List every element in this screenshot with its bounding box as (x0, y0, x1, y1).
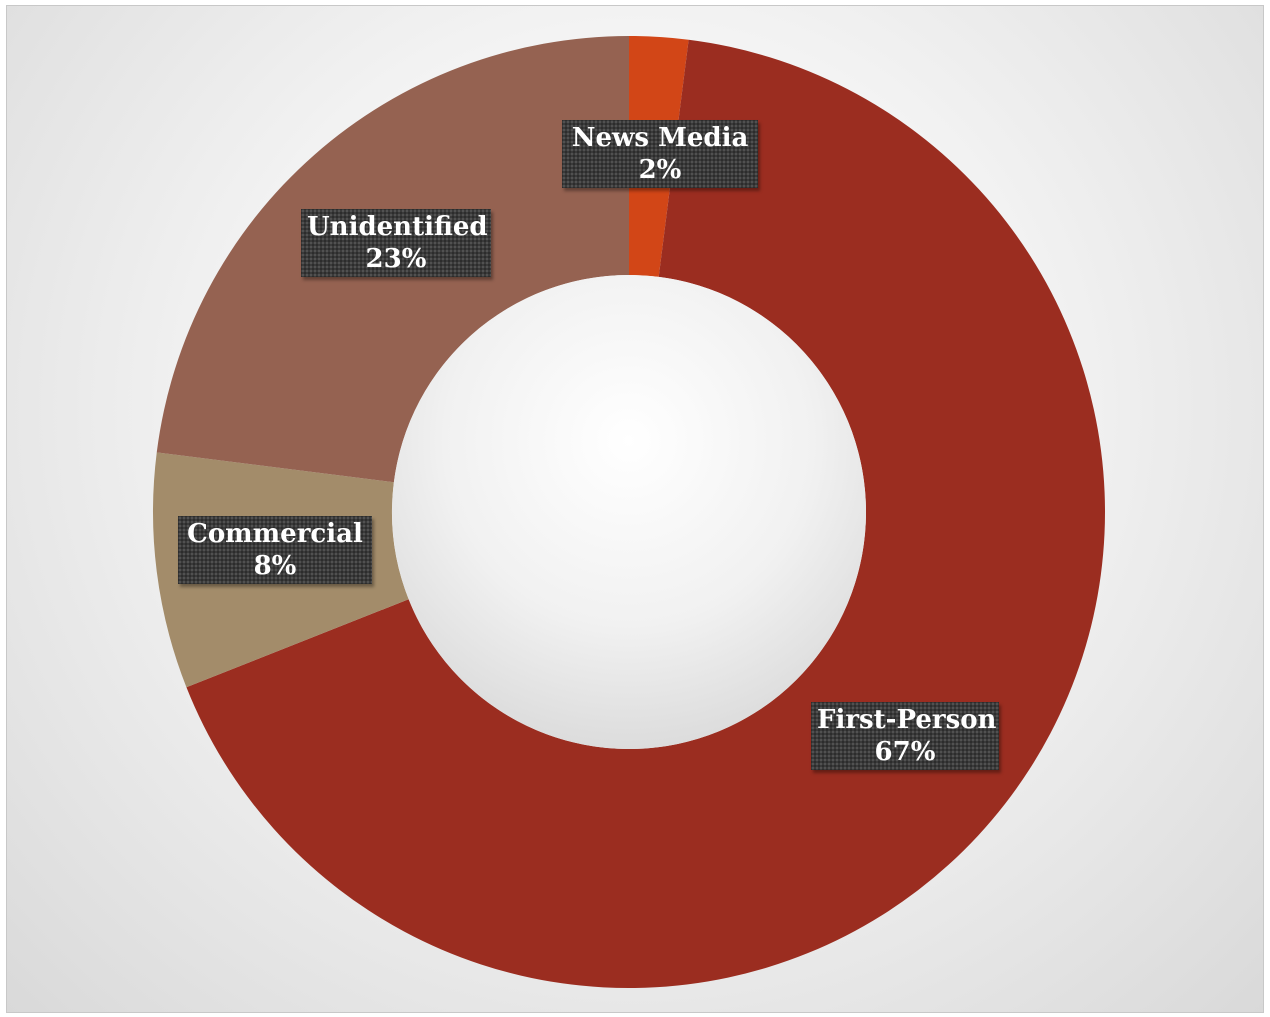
data-label-category: Commercial (187, 519, 363, 549)
data-label-value: 2% (638, 155, 682, 185)
data-label-unidentified: Unidentified 23% (301, 209, 491, 277)
data-label-news-media: News Media 2% (562, 120, 758, 188)
data-label-category: First-Person (817, 705, 997, 735)
data-label-value: 67% (874, 737, 936, 767)
data-label-category: News Media (571, 123, 749, 153)
chart-area: News Media 2% Unidentified 23% Commercia… (6, 5, 1264, 1013)
data-label-category: Unidentified (307, 212, 488, 242)
data-label-value: 23% (365, 244, 427, 274)
doughnut-hole (392, 275, 866, 749)
data-label-commercial: Commercial 8% (178, 516, 372, 584)
data-label-value: 8% (253, 551, 297, 581)
data-label-first-person: First-Person 67% (811, 702, 999, 770)
